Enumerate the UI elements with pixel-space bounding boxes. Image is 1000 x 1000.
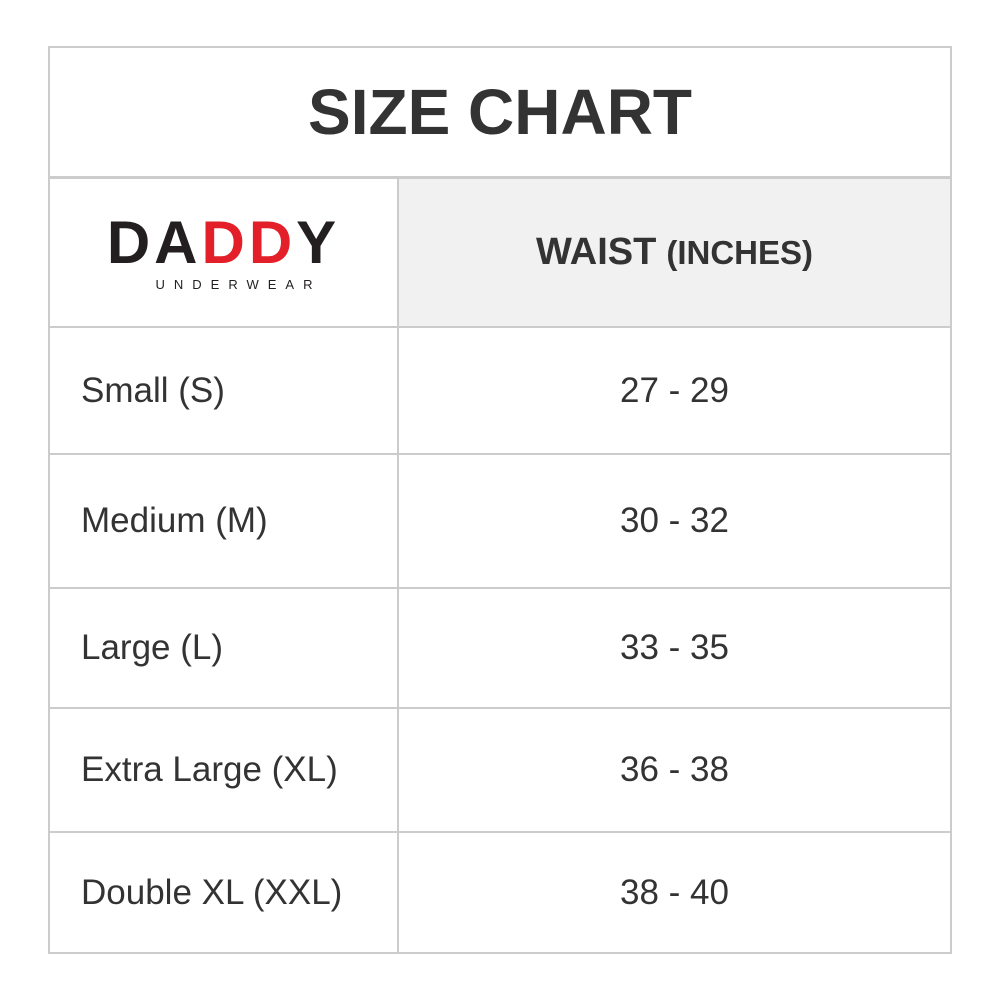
chart-title: SIZE CHART [50,48,950,179]
logo-subtitle: UNDERWEAR [155,277,322,292]
waist-label: WAIST [536,231,657,273]
header-row: DADDY UNDERWEAR WAIST (INCHES) [50,179,950,328]
logo-text-accent: DD [201,209,297,276]
waist-cell: 27 - 29 [620,370,729,410]
size-cell: Double XL (XXL) [50,833,399,952]
waist-cell: 38 - 40 [620,872,729,912]
size-cell: Medium (M) [50,455,399,587]
size-cell: Extra Large (XL) [50,709,399,831]
unit-label: (INCHES) [666,233,813,271]
table-row: Extra Large (XL) 36 - 38 [50,709,950,833]
waist-cell: 30 - 32 [620,501,729,540]
size-cell: Small (S) [50,328,399,453]
logo-text-end: Y [296,209,341,276]
table-row: Double XL (XXL) 38 - 40 [50,833,950,952]
waist-header: WAIST (INCHES) [399,179,950,326]
table-row: Large (L) 33 - 35 [50,589,950,709]
brand-logo: DADDY UNDERWEAR [50,179,399,326]
waist-cell: 33 - 35 [620,628,729,667]
size-chart-table: SIZE CHART DADDY UNDERWEAR WAIST (INCHES)… [48,46,952,954]
logo-text: DA [106,209,202,276]
table-row: Medium (M) 30 - 32 [50,455,950,589]
size-cell: Large (L) [50,589,399,707]
table-row: Small (S) 27 - 29 [50,328,950,455]
waist-cell: 36 - 38 [620,750,729,789]
